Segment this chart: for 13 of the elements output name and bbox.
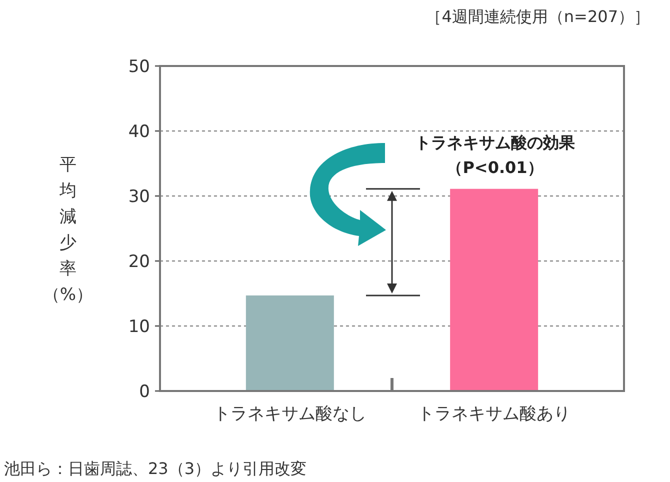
ytick: 40 (128, 122, 150, 142)
annotation: （P<0.01） (446, 158, 544, 177)
annotation: 池田ら：日歯周誌、23（3）より引用改変 (4, 459, 307, 478)
ytick: 20 (128, 252, 150, 272)
ytick: 30 (128, 187, 150, 207)
annotation: ［4週間連続使用（n=207）］ (426, 7, 650, 26)
ylabel: 平均減少率（%） (42, 155, 94, 305)
ytick: 0 (139, 382, 150, 402)
ytick: 10 (128, 317, 150, 337)
annotation: トラネキサム酸の効果 (415, 133, 575, 152)
xtick: トラネキサム酸なし (213, 404, 366, 424)
ytick: 50 (128, 57, 150, 77)
xtick: トラネキサム酸あり (418, 404, 571, 424)
